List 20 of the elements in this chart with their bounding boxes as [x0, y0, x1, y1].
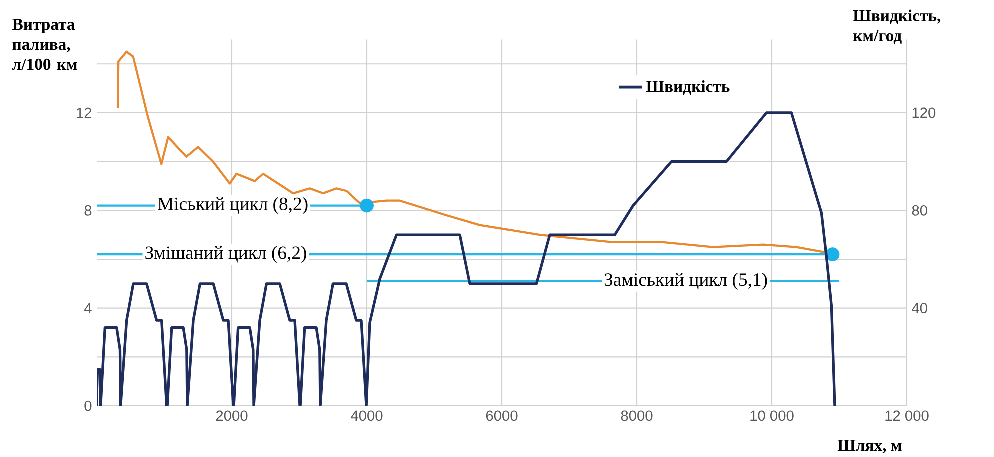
- y2-tick-label: 80: [912, 205, 928, 216]
- x-axis-title: Шлях, м: [838, 440, 902, 454]
- x-tick-label: 4000: [351, 410, 383, 422]
- legend-label: Швидкість: [646, 80, 730, 96]
- y-tick-label: 0: [84, 400, 92, 412]
- annotation: Заміський цикл (5,1): [604, 272, 768, 290]
- y2-tick-label: 120: [912, 108, 936, 118]
- y-axis-title: Витрата палива, л/100 км: [12, 19, 78, 70]
- y-tick-label: 12: [77, 108, 92, 118]
- x-tick-label: 8000: [621, 410, 653, 422]
- y-tick-label: 8: [84, 205, 92, 216]
- y2-tick-label: 40: [912, 303, 928, 314]
- x-tick-label: 12 000: [886, 410, 929, 422]
- x-tick-label: 2000: [216, 410, 248, 422]
- annotation: Міський цикл (8,2): [158, 197, 308, 214]
- y2-axis-title: Швидкість, км/год: [853, 10, 941, 44]
- annotation: Змішаний цикл (6,2): [146, 246, 306, 264]
- x-tick-label: 10 000: [750, 410, 794, 422]
- y-tick-label: 4: [84, 303, 92, 314]
- x-tick-label: 6000: [486, 410, 518, 422]
